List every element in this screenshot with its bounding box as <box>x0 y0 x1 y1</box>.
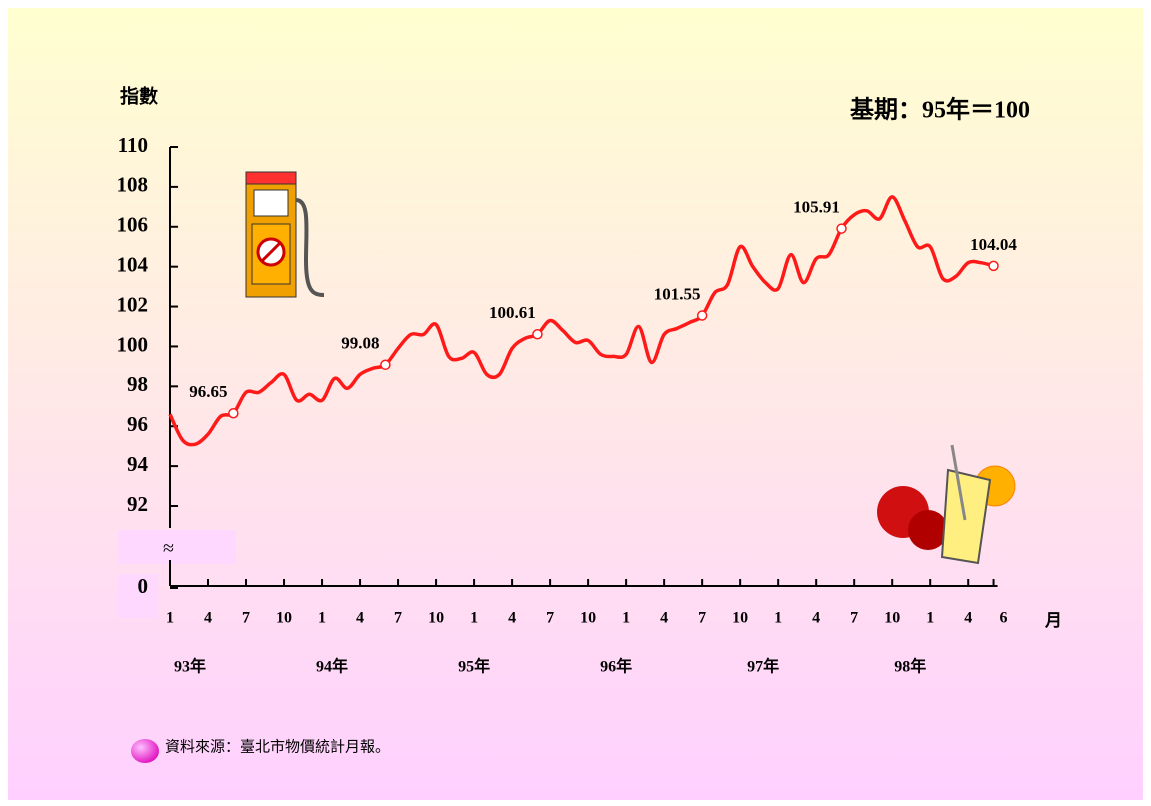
x-tick-label: 10 <box>580 610 596 627</box>
year-label: 94年 <box>316 657 348 676</box>
x-tick-label: 1 <box>926 610 934 627</box>
x-tick-label: 1 <box>470 610 478 627</box>
data-label: 100.61 <box>489 303 536 322</box>
x-tick-label: 4 <box>660 610 668 627</box>
point-marker <box>988 260 999 272</box>
x-tick-label: 4 <box>508 610 516 627</box>
point-marker <box>532 329 543 340</box>
data-label: 99.08 <box>341 334 379 353</box>
data-label: 104.04 <box>970 235 1017 254</box>
x-tick-label: 4 <box>356 610 364 627</box>
y-tick-label: 102 <box>117 292 149 316</box>
zero-box <box>118 574 158 618</box>
x-unit: 月 <box>1044 611 1062 631</box>
x-tick-label: 7 <box>394 610 402 627</box>
x-tick-label: 1 <box>622 610 630 627</box>
x-tick-label: 1 <box>774 610 782 627</box>
subtitle: 基期：95年＝100 <box>850 96 1030 124</box>
point-marker <box>836 223 847 234</box>
x-tick-label: 10 <box>428 610 444 627</box>
x-tick-label: 7 <box>698 610 706 627</box>
year-label: 96年 <box>600 657 632 676</box>
y-tick-label: 108 <box>117 173 149 197</box>
x-tick-label: 7 <box>546 610 554 627</box>
x-tick-label: 10 <box>884 610 900 627</box>
year-label: 97年 <box>747 657 779 676</box>
y-tick-label: 100 <box>117 332 149 356</box>
point-marker <box>228 408 239 419</box>
source-bullet <box>131 739 159 763</box>
x-tick-label: 10 <box>732 610 748 627</box>
y-tick-label: 0 <box>138 574 149 598</box>
gas-pump-icon <box>245 171 325 298</box>
y-axis-label: 指數 <box>120 86 158 108</box>
source: 資料來源：臺北市物價統計月報。 <box>165 738 390 756</box>
x-tick-label: 4 <box>204 610 212 627</box>
year-label: 98年 <box>894 657 926 676</box>
data-label: 105.91 <box>793 197 840 216</box>
x-tick-label: 6 <box>1000 610 1008 627</box>
y-tick-label: 98 <box>127 372 148 396</box>
x-tick-label: 1 <box>318 610 326 627</box>
y-tick-label: 106 <box>117 213 149 237</box>
y-tick-label: 110 <box>118 133 148 157</box>
x-tick-label: 7 <box>850 610 858 627</box>
series-line <box>168 195 995 447</box>
x-tick-label: 4 <box>964 610 972 627</box>
x-tick-label: 4 <box>812 610 820 627</box>
x-tick-label: 1 <box>166 610 174 627</box>
year-label: 95年 <box>458 657 490 676</box>
point-marker <box>380 359 391 371</box>
year-label: 93年 <box>174 657 206 676</box>
y-tick-label: 94 <box>127 452 149 476</box>
x-tick-label: 7 <box>242 610 250 627</box>
x-tick-label: 10 <box>276 610 292 627</box>
y-tick-label: 104 <box>117 252 149 276</box>
break-box <box>118 530 236 564</box>
food-icon <box>877 444 1016 565</box>
axis-break-symbol: ≈ <box>163 538 174 560</box>
background <box>8 8 1143 800</box>
y-tick-label: 96 <box>127 412 148 436</box>
y-tick-label: 92 <box>127 492 148 516</box>
data-label: 101.55 <box>654 284 701 303</box>
data-label: 96.65 <box>189 382 227 401</box>
point-marker <box>696 310 708 321</box>
